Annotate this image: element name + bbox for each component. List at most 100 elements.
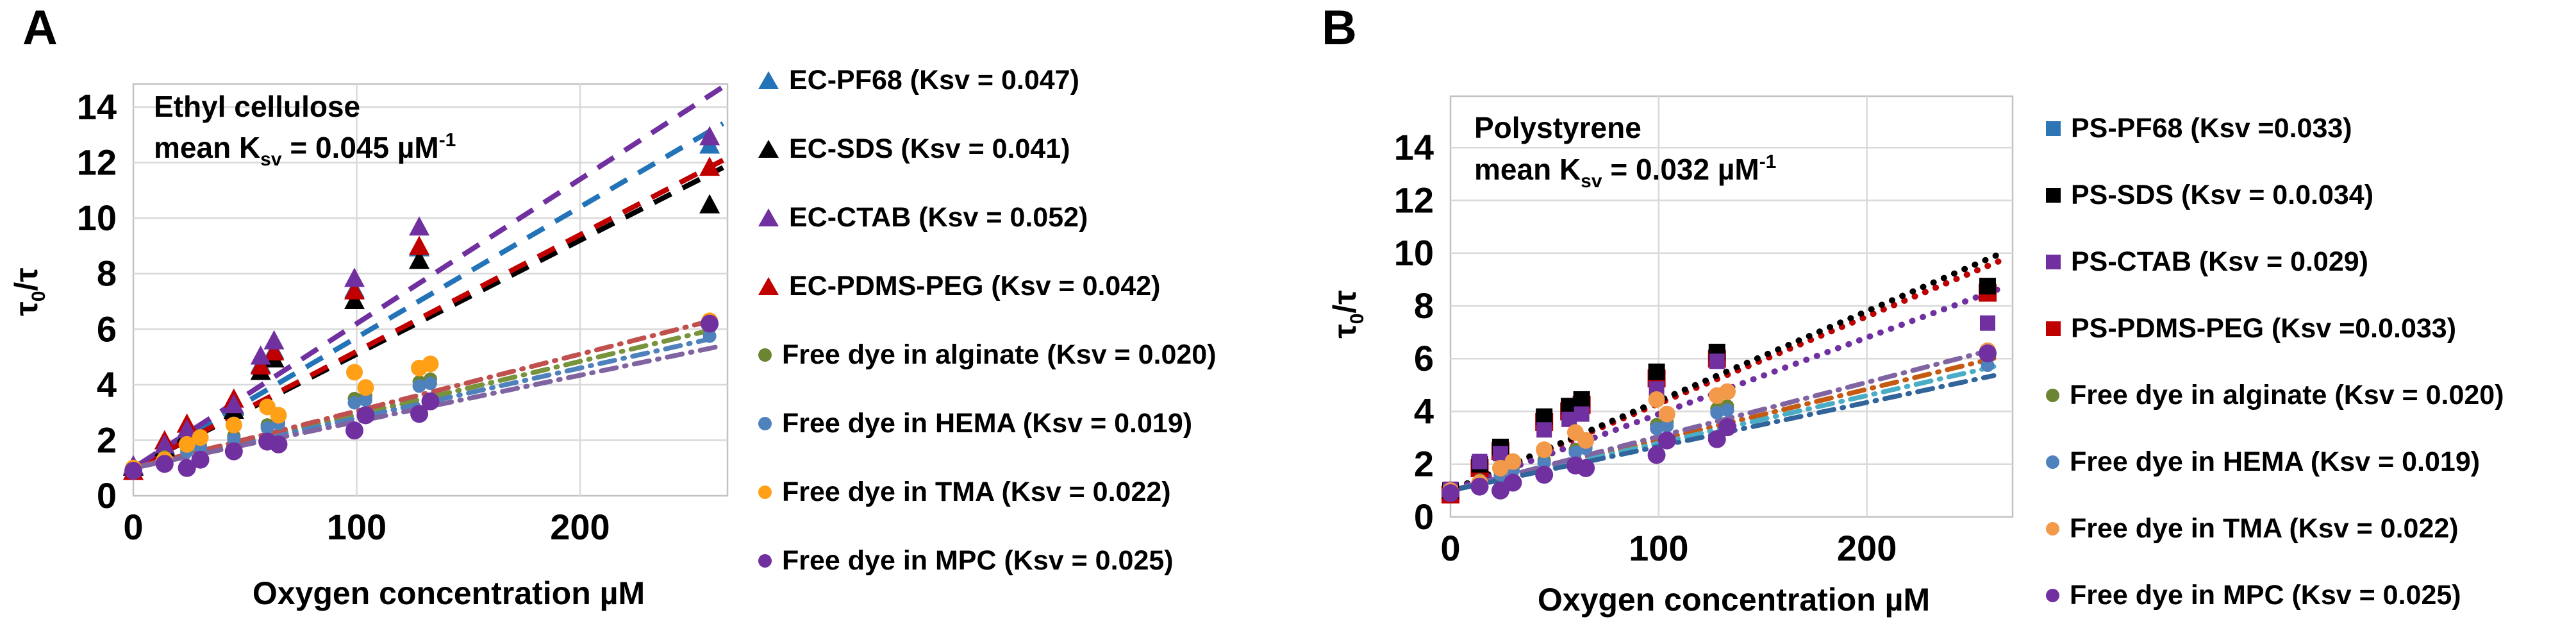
y-tick-label: 6 <box>1414 338 1434 378</box>
point-dye-mpc <box>701 314 719 333</box>
legend-label: EC-SDS (Ksv = 0.041) <box>789 133 1070 164</box>
legend-item-ps-pdms-peg: PS-PDMS-PEG (Ksv =0.0.033) <box>2046 312 2504 344</box>
panel-b-chart: 14 12 10 8 6 4 2 0 200 100 0 Polystyrene mean Ksv … <box>1327 95 2014 618</box>
point-dye-tma <box>270 407 287 424</box>
point-dye-hema <box>424 376 437 391</box>
point-dye-mpc <box>1718 418 1737 437</box>
circle-marker-icon <box>2046 455 2059 469</box>
point-ec-pdms-peg <box>699 156 720 176</box>
trendline-ec-pdms-peg <box>138 158 724 467</box>
legend-label: EC-PDMS-PEG (Ksv = 0.042) <box>789 270 1161 301</box>
point-dye-mpc <box>1504 473 1522 492</box>
triangle-marker-icon <box>758 71 779 89</box>
plot-subtitle-a: mean Ksv = 0.045 µM-1 <box>154 130 456 170</box>
point-ec-sds <box>344 289 365 309</box>
point-dye-tma <box>192 429 209 446</box>
legend-panel-a: EC-PF68 (Ksv = 0.047) EC-SDS (Ksv = 0.04… <box>758 64 1217 577</box>
point-dye-hema <box>702 329 717 343</box>
legend-label: Free dye in MPC (Ksv = 0.025) <box>782 545 1174 576</box>
circle-marker-icon <box>758 553 772 568</box>
point-ec-ctab <box>263 330 285 350</box>
point-dye-tma <box>1577 432 1595 449</box>
point-ec-sds <box>699 194 720 214</box>
point-dye-mpc <box>1979 344 1997 363</box>
point-ec-ctab <box>223 394 244 414</box>
x-tick-label: 200 <box>1837 528 1897 568</box>
y-tick-label: 12 <box>1394 180 1434 220</box>
y-axis-title-b: τ0/τ <box>1327 290 1368 338</box>
point-dye-mpc <box>1658 431 1676 450</box>
point-ec-ctab <box>154 434 175 454</box>
legend-item-free-dye-tma: Free dye in TMA (Ksv = 0.022) <box>2046 512 2504 545</box>
triangle-marker-icon <box>758 140 779 158</box>
legend-label: Free dye in TMA (Ksv = 0.022) <box>2070 512 2459 544</box>
point-dye-hema <box>1650 421 1664 435</box>
square-marker-icon <box>2046 187 2061 203</box>
point-dye-tma <box>1492 459 1509 477</box>
x-tick-label: 200 <box>550 507 610 547</box>
circle-marker-icon <box>758 485 772 499</box>
point-dye-mpc <box>1647 446 1666 464</box>
y-tick-label: 8 <box>97 253 117 294</box>
legend-label: Free dye in HEMA (Ksv = 0.019) <box>782 407 1193 439</box>
y-tick-label: 4 <box>1414 391 1434 431</box>
point-dye-hema <box>412 379 426 393</box>
point-dye-tma <box>1504 453 1522 470</box>
trendline-ec-ctab <box>138 85 725 466</box>
point-ec-pdms-peg <box>263 341 285 361</box>
point-dye-mpc <box>1442 484 1459 502</box>
plot-subtitle-b: mean Ksv = 0.032 µM-1 <box>1474 151 1776 192</box>
y-tick-label: 6 <box>97 308 117 349</box>
x-tick-label: 100 <box>327 507 386 547</box>
y-tick-label: 14 <box>1394 127 1434 167</box>
legend-label: PS-PDMS-PEG (Ksv =0.0.033) <box>2071 312 2457 344</box>
point-ps-ctab <box>1574 406 1590 422</box>
triangle-marker-icon <box>758 277 779 295</box>
point-dye-tma <box>1719 383 1736 400</box>
point-dye-tma <box>1658 405 1675 423</box>
point-dye-hema <box>1710 406 1724 420</box>
point-ec-pdms-peg <box>409 235 430 255</box>
point-ps-sds <box>1573 391 1590 408</box>
point-dye-mpc <box>124 462 142 480</box>
point-dye-mpc <box>1470 477 1489 496</box>
x-tick-label: 0 <box>1440 528 1460 568</box>
point-dye-hema <box>347 396 361 410</box>
legend-item-ps-pf68: PS-PF68 (Ksv =0.033) <box>2046 112 2504 144</box>
point-dye-hema <box>1981 359 1995 373</box>
square-marker-icon <box>2046 121 2061 136</box>
triangle-marker-icon <box>758 208 779 226</box>
legend-label: PS-SDS (Ksv = 0.0.034) <box>2071 179 2374 210</box>
point-dye-mpc <box>356 406 375 425</box>
point-dye-hema <box>1660 419 1674 433</box>
point-dye-tma <box>1536 441 1553 459</box>
y-tick-label: 10 <box>77 198 117 238</box>
legend-item-free-dye-mpc: Free dye in MPC (Ksv = 0.025) <box>758 545 1217 577</box>
x-axis-title-b: Oxygen concentration µM <box>1538 582 1930 618</box>
legend-item-ec-pdms-peg: EC-PDMS-PEG (Ksv = 0.042) <box>758 270 1217 302</box>
point-ps-sds <box>1648 363 1665 380</box>
legend-item-ec-sds: EC-SDS (Ksv = 0.041) <box>758 133 1217 165</box>
legend-item-ec-ctab: EC-CTAB (Ksv = 0.052) <box>758 201 1217 233</box>
plot-border <box>132 83 729 497</box>
panel-letter-b: B <box>1322 1 1357 55</box>
point-dye-hema <box>1537 456 1551 470</box>
x-tick-label: 0 <box>123 507 143 547</box>
legend-panel-b: PS-PF68 (Ksv =0.033) PS-SDS (Ksv = 0.0.0… <box>2046 112 2504 611</box>
point-dye-tma <box>225 416 242 434</box>
circle-marker-icon <box>2046 388 2059 402</box>
legend-item-free-dye-alginate: Free dye in alginate (Ksv = 0.020) <box>2046 379 2504 411</box>
point-dye-mpc <box>178 459 196 477</box>
point-ec-ctab <box>699 126 720 146</box>
point-dye-tma <box>357 379 374 396</box>
x-axis-title-a: Oxygen concentration µM <box>253 575 645 611</box>
point-dye-hema <box>1720 403 1734 417</box>
legend-item-free-dye-hema: Free dye in HEMA (Ksv = 0.019) <box>758 407 1217 439</box>
y-tick-label: 12 <box>77 142 117 183</box>
point-ps-sds <box>1979 278 1997 295</box>
point-ec-pdms-peg <box>344 280 365 300</box>
legend-label: Free dye in alginate (Ksv = 0.020) <box>2070 379 2504 410</box>
y-tick-label: 4 <box>97 364 117 405</box>
point-dye-hema <box>227 432 241 446</box>
point-ps-ctab <box>1980 315 1996 331</box>
